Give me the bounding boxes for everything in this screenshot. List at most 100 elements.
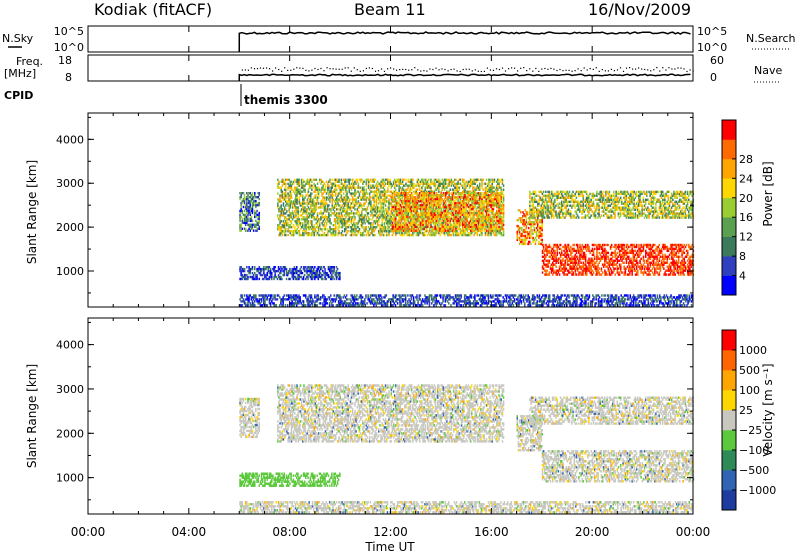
heatmap-cell [240,207,242,211]
heatmap-cell [339,294,341,297]
heatmap-cell [248,269,250,273]
heatmap-cell [631,296,634,299]
heatmap-cell [279,198,281,201]
heatmap-cell [345,298,348,301]
heatmap-cell [360,304,363,307]
heatmap-cell [275,269,278,273]
heatmap-cell [252,296,255,299]
nave-point [399,69,401,71]
heatmap-cell [583,302,585,305]
heatmap-cell [240,192,242,195]
heatmap-cell [552,298,554,301]
heatmap-cell [575,298,577,301]
heatmap-cell [530,298,533,301]
freq-unit: [MHz] [4,67,36,80]
nsky-panel: N.Sky 10^5 10^0 10^5 10^0 N.Search [2,25,796,54]
heatmap-cell [306,222,309,225]
heatmap-cell [383,296,385,299]
nave-point [453,68,455,70]
heatmap-cell [433,304,435,307]
heatmap-cell [593,296,595,299]
heatmap-cell [359,296,362,299]
heatmap-cell [283,212,286,215]
heatmap-cell [257,269,259,273]
heatmap-cell [295,222,297,225]
heatmap-cell [495,302,498,305]
heatmap-cell [484,302,486,305]
heatmap-cell [317,277,320,281]
heatmap-cell [334,271,337,275]
heatmap-cell [553,296,556,299]
heatmap-cell [484,298,486,301]
heatmap-cell [324,302,326,305]
heatmap-cell [307,298,309,301]
heatmap-cell [311,220,313,223]
heatmap-cell [646,304,649,307]
heatmap-cell [292,277,295,281]
heatmap-cell [660,300,662,303]
heatmap-cell [283,233,286,237]
heatmap-cell [510,298,512,301]
heatmap-cell [468,298,470,301]
heatmap-cell [475,300,477,303]
heatmap-cell [298,296,300,299]
heatmap-cell [277,182,279,185]
heatmap-cell [297,220,300,223]
heatmap-cell [282,204,285,207]
heatmap-cell [280,210,283,213]
heatmap-cell [351,178,354,181]
heatmap-cell [425,296,427,299]
heatmap-cell [244,217,247,221]
nave-point [583,67,585,69]
nave-point [550,67,552,69]
heatmap-cell [426,296,428,299]
heatmap-cell [247,213,249,217]
heatmap-cell [424,298,426,301]
heatmap-cell [319,178,321,181]
heatmap-cell [333,269,335,273]
heatmap-cell [242,300,245,303]
heatmap-cell [287,202,289,205]
heatmap-cell [618,300,620,303]
heatmap-cell [278,228,280,231]
heatmap-cell [303,304,306,307]
heatmap-cell [553,298,556,301]
heatmap-cell [282,300,284,303]
heatmap-cell [323,300,325,303]
nave-point [601,69,603,71]
heatmap-cell [312,226,314,229]
heatmap-cell [469,296,472,299]
heatmap-cell [314,275,316,279]
heatmap-cell [302,230,304,233]
heatmap-cell [347,302,349,305]
heatmap-cell [545,294,548,297]
heatmap-cell [310,206,312,209]
nave-point [647,69,649,71]
heatmap-cell [312,212,314,215]
heatmap-cell [435,296,438,299]
heatmap-cell [319,233,321,237]
heatmap-cell [300,204,303,207]
heatmap-cell [386,300,389,303]
heatmap-cell [382,300,384,303]
heatmap-cell [307,180,310,183]
heatmap-cell [280,271,282,275]
heatmap-cell [300,233,303,237]
heatmap-cell [606,294,609,297]
heatmap-cell [626,302,628,305]
heatmap-cell [266,277,269,281]
heatmap-cell [357,298,359,301]
heatmap-cell [528,296,531,299]
heatmap-cell [511,294,514,297]
heatmap-cell [341,304,343,307]
heatmap-cell [279,231,281,235]
nsearch-tick-low: 10^0 [697,41,727,54]
heatmap-cell [354,208,356,211]
heatmap-cell [319,188,321,191]
heatmap-cell [367,294,369,297]
heatmap-cell [288,194,290,197]
heatmap-cell [312,228,314,231]
heatmap-cell [376,300,379,303]
heatmap-cell [547,304,550,307]
heatmap-cell [404,304,407,307]
